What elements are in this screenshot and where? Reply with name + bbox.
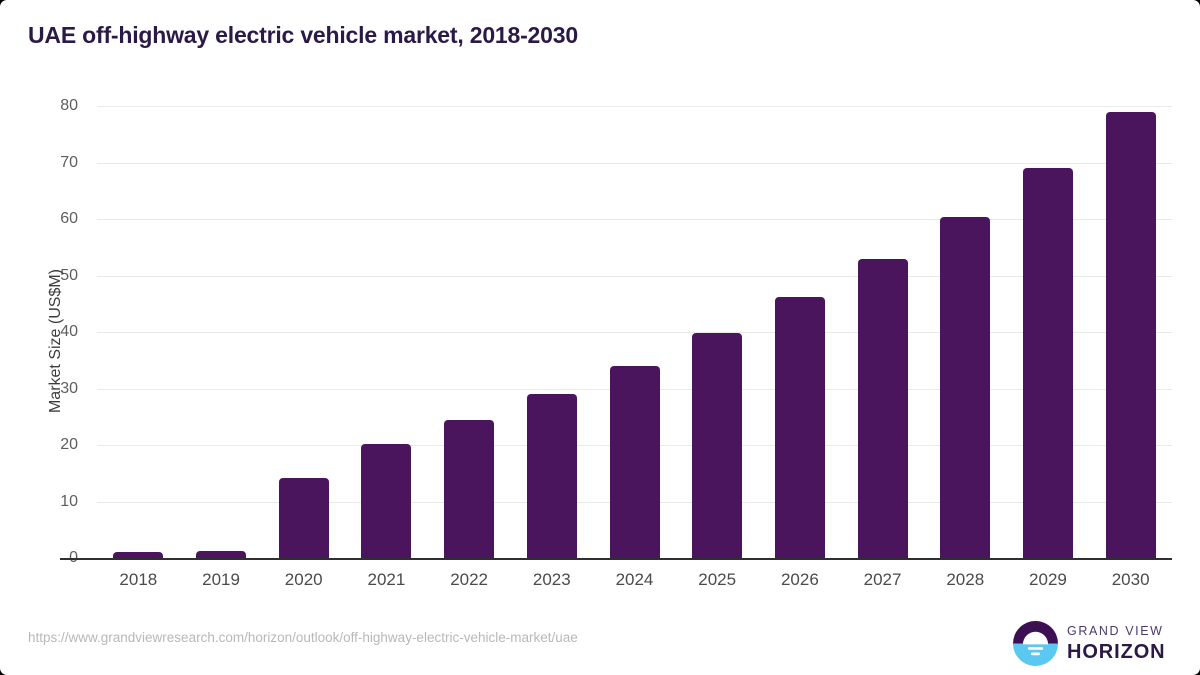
- y-axis-tick: 50: [60, 266, 78, 284]
- bar[interactable]: [196, 550, 247, 558]
- y-axis-tick: 30: [60, 379, 78, 397]
- x-axis-line: [60, 558, 1172, 560]
- y-axis-tick: 10: [60, 492, 78, 510]
- x-axis-tick: 2021: [367, 570, 406, 589]
- x-axis-tick: 2030: [1111, 570, 1150, 589]
- gridline: [97, 275, 1172, 277]
- bar[interactable]: [1105, 111, 1156, 558]
- y-axis-tick: 60: [60, 210, 78, 227]
- x-axis-tick: 2024: [615, 570, 654, 589]
- x-axis-tick: 2023: [532, 570, 571, 589]
- gridline: [97, 219, 1172, 220]
- y-axis-tick: 0: [0, 549, 78, 567]
- logo-wordmark: GRAND VIEW HORIZON: [1067, 625, 1166, 662]
- bar[interactable]: [526, 394, 577, 558]
- x-axis-tick: 2018: [119, 570, 158, 589]
- y-axis-label: Market Size (US$M): [47, 268, 64, 414]
- horizon-circle-icon: [1013, 621, 1058, 666]
- bar[interactable]: [1022, 168, 1073, 558]
- grand-view-horizon-logo[interactable]: GRAND VIEW HORIZON: [1013, 621, 1166, 666]
- bar[interactable]: [940, 217, 991, 558]
- source-url[interactable]: https://www.grandviewresearch.com/horizo…: [28, 630, 578, 645]
- x-axis-tick: 2022: [450, 570, 489, 589]
- y-axis-tick: 70: [60, 153, 78, 171]
- x-axis-tick: 2026: [780, 570, 819, 589]
- gridline: [97, 332, 1172, 333]
- bar[interactable]: [444, 419, 495, 558]
- logo-line-grand-view: GRAND VIEW: [1067, 624, 1164, 639]
- bar[interactable]: [774, 296, 825, 558]
- bar[interactable]: [113, 551, 164, 558]
- y-axis-tick: 80: [60, 97, 78, 114]
- page-title: UAE off-highway electric vehicle market,…: [28, 22, 578, 48]
- bar[interactable]: [278, 477, 329, 558]
- bar[interactable]: [609, 365, 660, 558]
- logo-line-horizon: HORIZON: [1067, 640, 1166, 663]
- plot-area: [97, 106, 1172, 558]
- bar[interactable]: [361, 444, 412, 558]
- y-axis-tick: 40: [60, 323, 78, 340]
- x-axis-tick: 2019: [202, 570, 240, 589]
- gridline: [97, 106, 1172, 107]
- gridline: [97, 162, 1172, 164]
- bar[interactable]: [857, 259, 908, 558]
- x-axis-tick: 2028: [946, 570, 985, 589]
- x-axis-tick: 2029: [1029, 570, 1067, 589]
- x-axis-tick: 2027: [863, 570, 902, 589]
- y-axis-tick: 20: [60, 436, 78, 453]
- bar[interactable]: [692, 333, 743, 558]
- x-axis-tick: 2020: [284, 570, 323, 589]
- x-axis-tick: 2025: [698, 570, 737, 589]
